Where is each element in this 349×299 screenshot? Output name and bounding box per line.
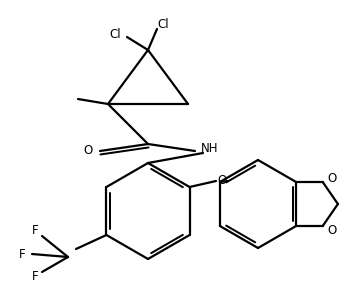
Text: NH: NH [201,143,219,155]
Text: O: O [327,172,336,184]
Text: Cl: Cl [109,28,121,40]
Text: F: F [19,248,25,260]
Text: F: F [32,271,38,283]
Text: O: O [83,144,92,158]
Text: Cl: Cl [157,18,169,30]
Text: O: O [217,175,227,187]
Text: F: F [32,225,38,237]
Text: O: O [327,223,336,237]
